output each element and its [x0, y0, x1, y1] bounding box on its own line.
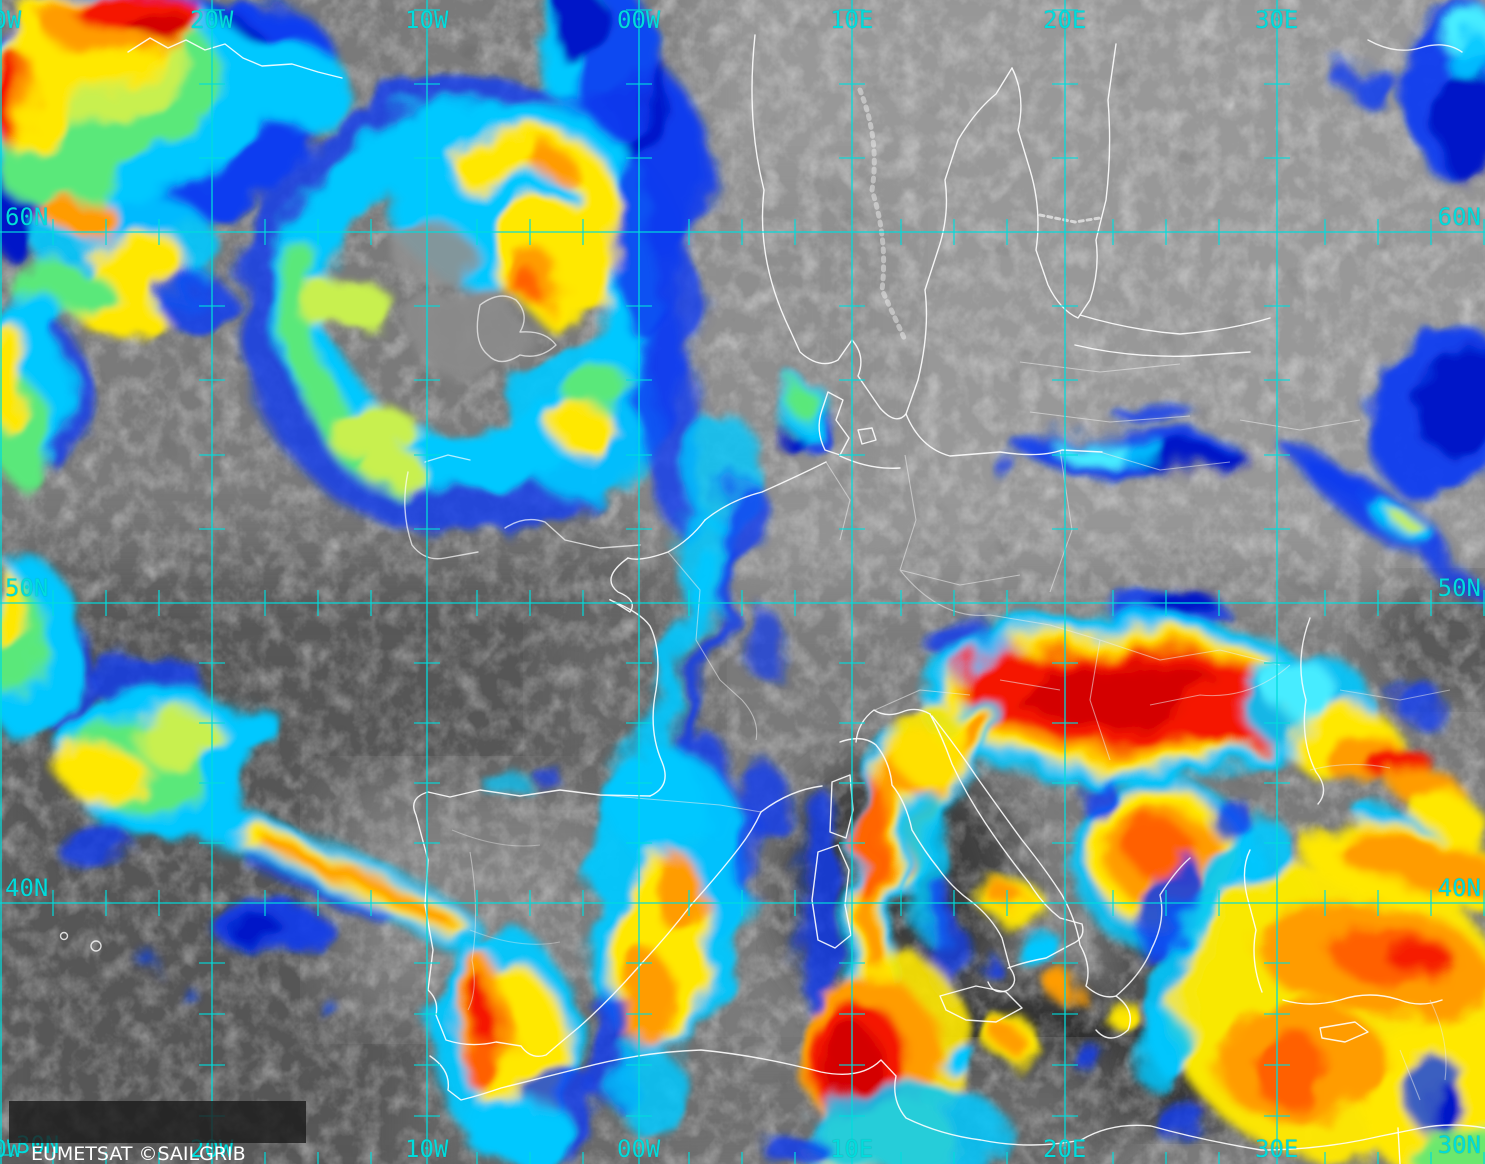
latitude-label-right: 30N	[1437, 1131, 1481, 1159]
longitude-label-top: 30W	[0, 6, 22, 34]
latitude-label-left: 40N	[5, 874, 49, 902]
credit-overlay: EUMETSAT ©SAILGRIB VALID: 21 JAN 2026 23…	[9, 1101, 306, 1164]
longitude-label-top: 10E	[830, 6, 874, 34]
longitude-label-bottom: 10W	[405, 1135, 449, 1163]
latitude-label-left: 60N	[5, 203, 49, 231]
latitude-label-right: 50N	[1437, 574, 1481, 602]
longitude-label-bottom: 00W	[617, 1135, 661, 1163]
longitude-label-bottom: 30W	[0, 1135, 22, 1163]
longitude-label-bottom: 30E	[1255, 1135, 1299, 1163]
longitude-label-bottom: 10E	[830, 1135, 874, 1163]
longitude-label-top: 20E	[1043, 6, 1087, 34]
longitude-label-top: 30E	[1255, 6, 1299, 34]
longitude-label-top: 10W	[405, 6, 449, 34]
latitude-label-right: 60N	[1437, 203, 1481, 231]
latitude-label-right: 40N	[1437, 874, 1481, 902]
latitude-label-left: 50N	[5, 574, 49, 602]
credit-line: EUMETSAT ©SAILGRIB	[31, 1143, 246, 1164]
longitude-label-top: 20W	[190, 6, 234, 34]
longitude-label-top: 00W	[617, 6, 661, 34]
longitude-label-bottom: 20E	[1043, 1135, 1087, 1163]
country-borders	[451, 361, 1451, 1101]
